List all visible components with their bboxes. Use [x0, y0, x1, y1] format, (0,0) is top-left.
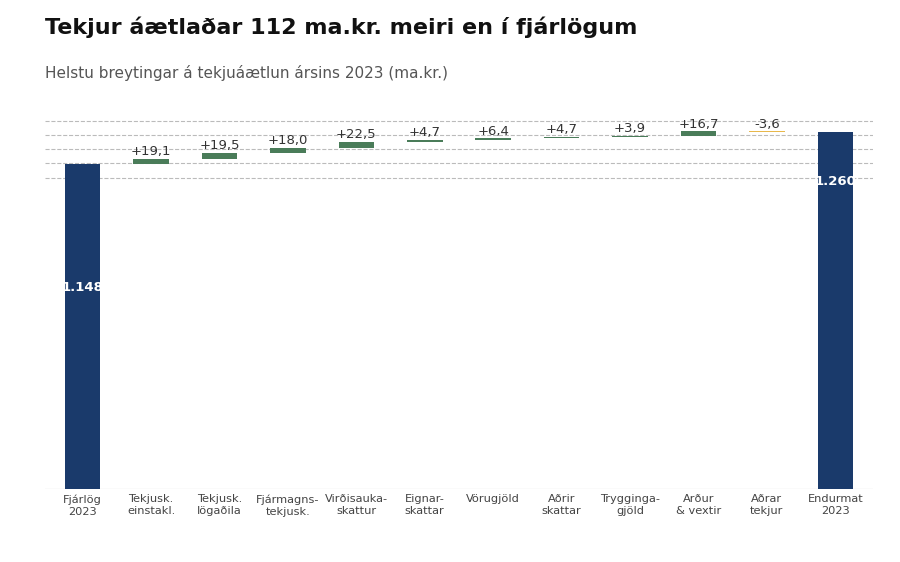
Bar [270, 148, 306, 153]
Bar [65, 164, 101, 489]
Bar [407, 140, 443, 142]
Text: +4,7: +4,7 [545, 123, 578, 137]
Text: +4,7: +4,7 [409, 126, 441, 139]
Bar [202, 153, 238, 158]
Text: Tekjur áætlaðar 112 ma.kr. meiri en í fjárlögum: Tekjur áætlaðar 112 ma.kr. meiri en í fj… [45, 17, 637, 38]
Bar [612, 136, 648, 137]
Text: +19,1: +19,1 [130, 145, 171, 158]
Bar [475, 138, 511, 140]
Bar [817, 132, 853, 489]
Text: -3,6: -3,6 [754, 117, 779, 130]
Text: +3,9: +3,9 [614, 123, 646, 135]
Text: +16,7: +16,7 [679, 117, 719, 130]
Text: +22,5: +22,5 [336, 128, 377, 141]
Bar [544, 137, 580, 138]
Bar [749, 131, 785, 132]
Text: 1.260: 1.260 [814, 175, 856, 188]
Text: +19,5: +19,5 [199, 139, 239, 152]
Text: 1.148: 1.148 [62, 281, 104, 294]
Bar [338, 142, 374, 148]
Text: +18,0: +18,0 [267, 134, 308, 147]
Bar [133, 158, 169, 164]
Bar [680, 131, 716, 136]
Text: Helstu breytingar á tekjuáætlun ársins 2023 (ma.kr.): Helstu breytingar á tekjuáætlun ársins 2… [45, 65, 448, 80]
Text: +6,4: +6,4 [477, 125, 509, 138]
